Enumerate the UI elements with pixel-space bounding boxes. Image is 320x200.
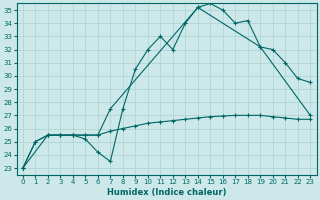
X-axis label: Humidex (Indice chaleur): Humidex (Indice chaleur) [107,188,226,197]
